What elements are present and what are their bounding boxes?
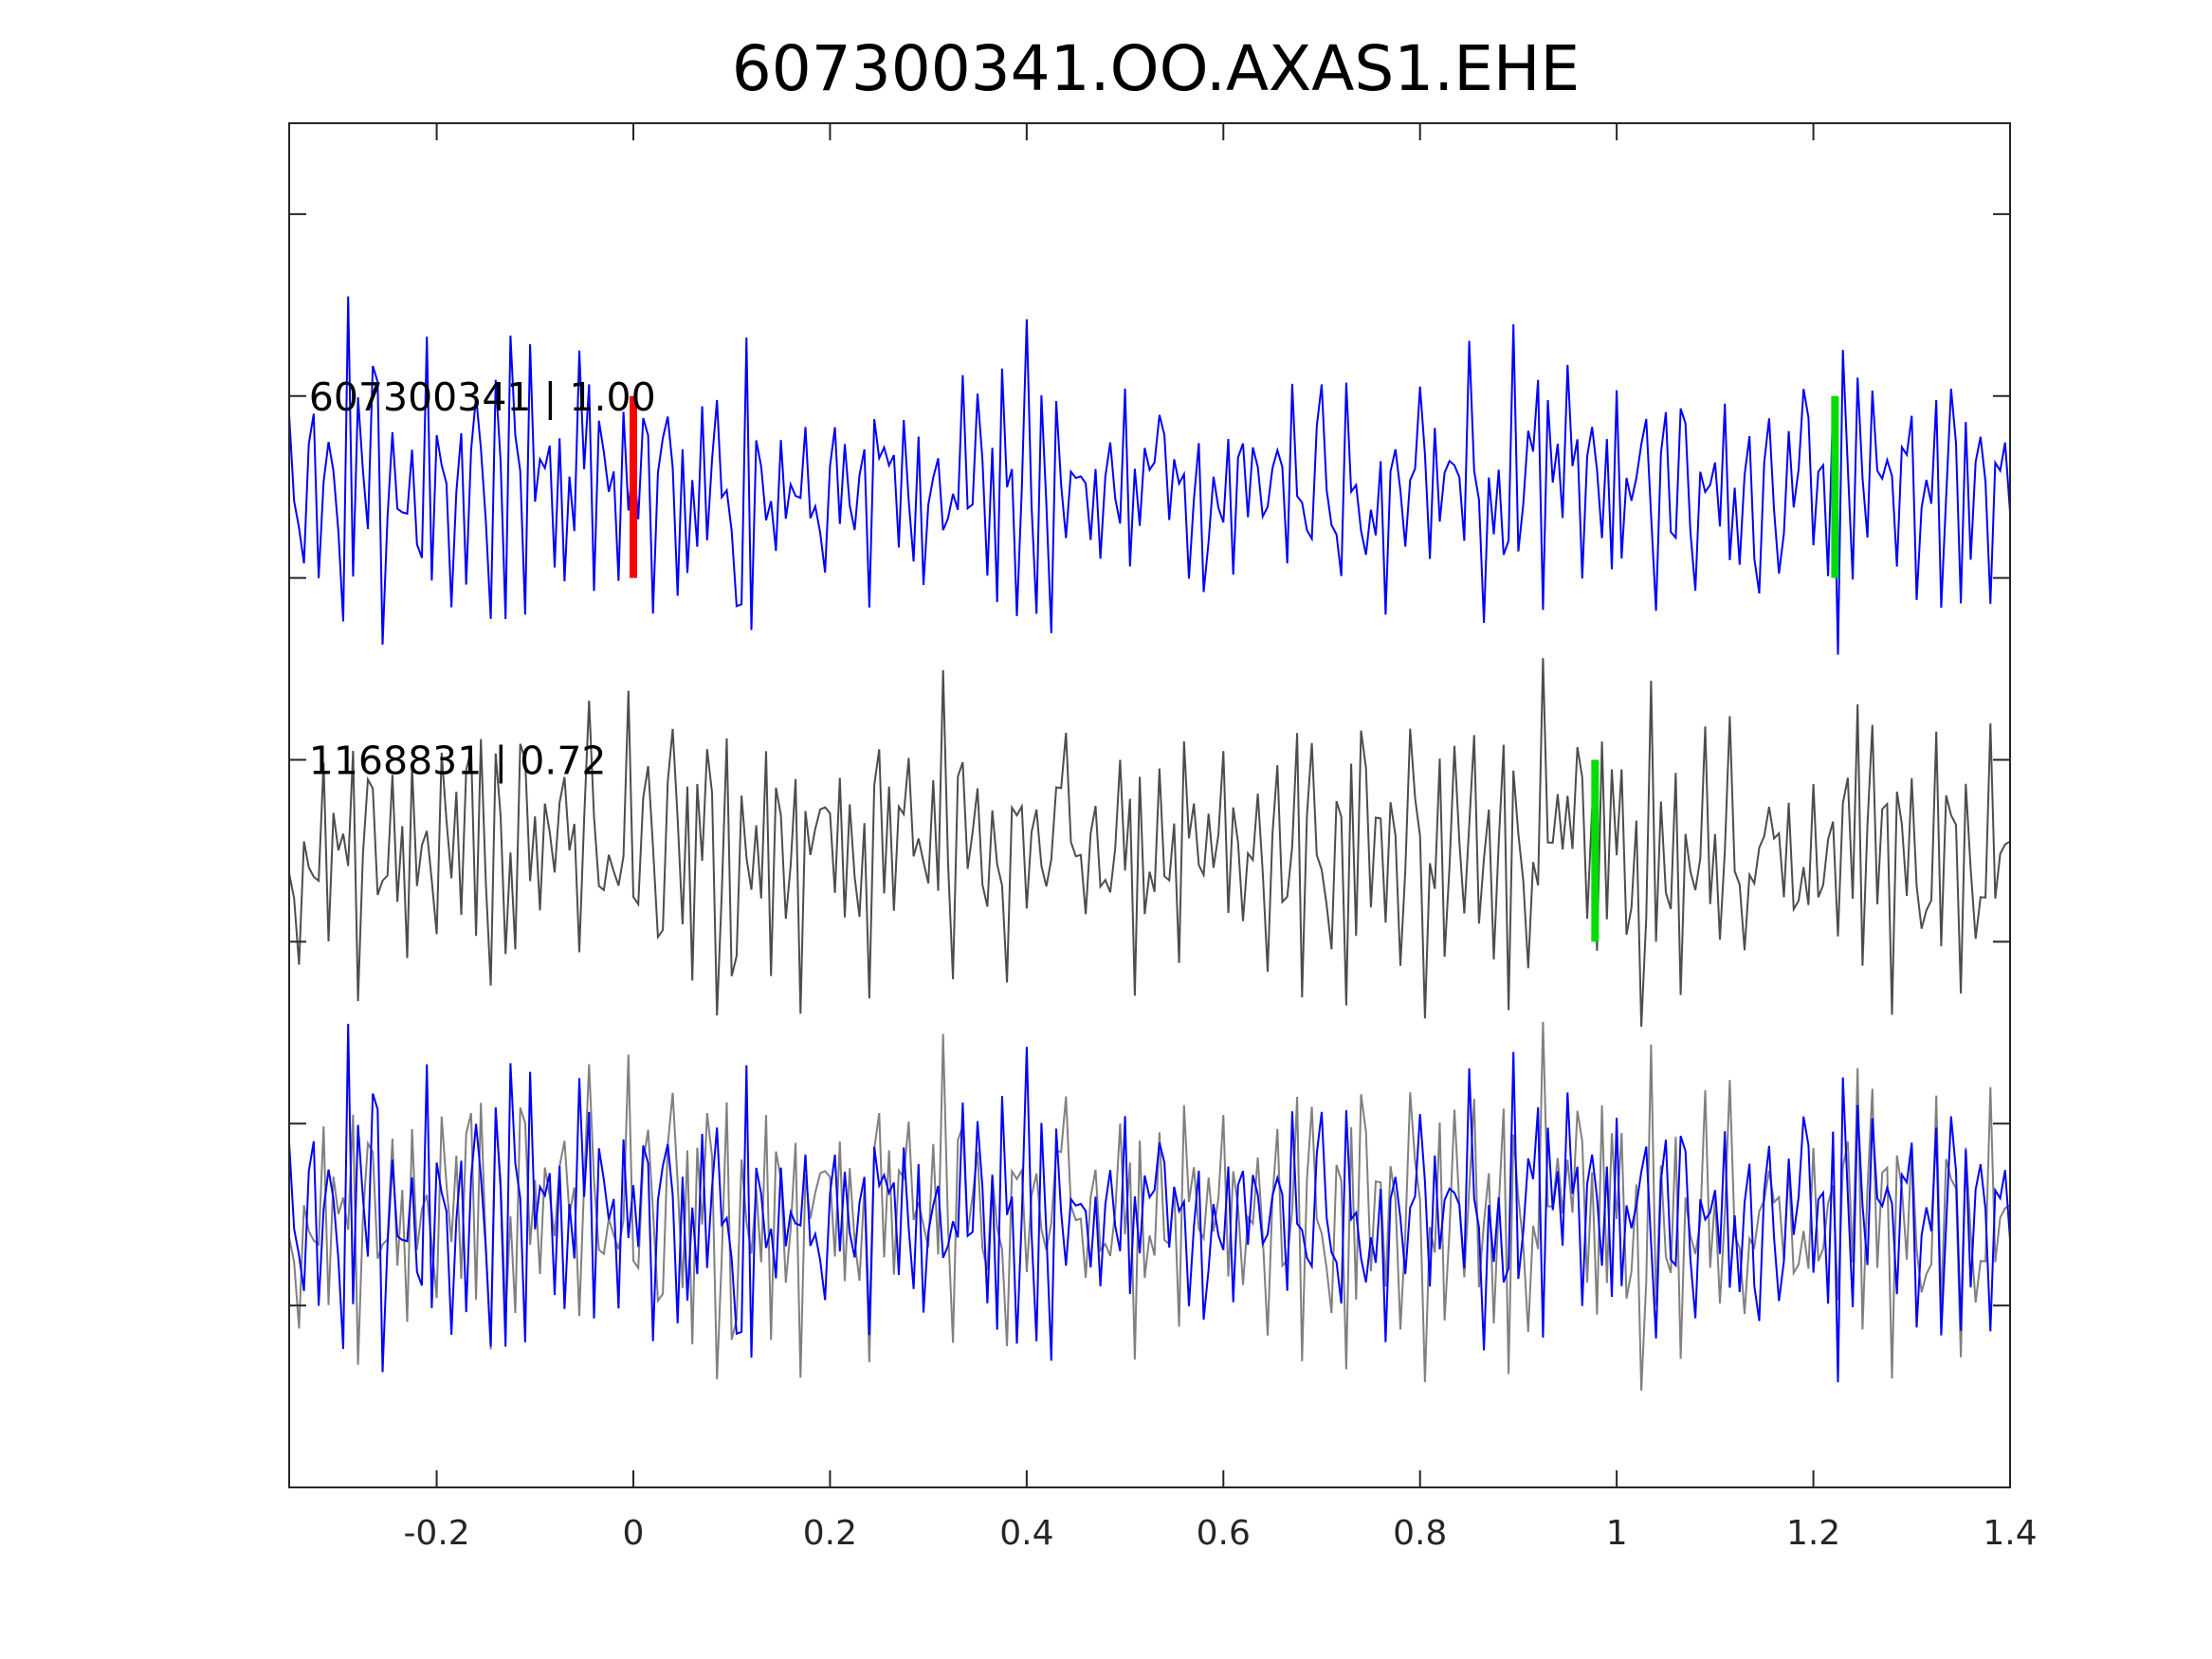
trace-line-2 bbox=[288, 658, 2011, 1028]
chart-title: 607300341.OO.AXAS1.EHE bbox=[732, 32, 1581, 105]
x-tick-label: 0.6 bbox=[1197, 1514, 1251, 1553]
axis-ticks: -0.2 0 0.2 0.4 0.6 0.8 1 1.2 1.4 bbox=[289, 123, 2038, 1553]
axes-frame bbox=[288, 122, 2011, 1488]
trace-line-1 bbox=[288, 296, 2011, 655]
trace-labels: 607300341 | 1.00 1168831 | 0.72 bbox=[309, 374, 656, 784]
x-tick-label: 1.4 bbox=[1983, 1514, 2037, 1553]
x-tick-label: 1.2 bbox=[1786, 1514, 1840, 1553]
x-tick-label: 0.2 bbox=[803, 1514, 857, 1553]
x-tick-label: -0.2 bbox=[403, 1514, 469, 1553]
x-tick-label: 0.4 bbox=[999, 1514, 1053, 1553]
plot-area bbox=[288, 296, 2011, 1391]
x-tick-label: 0 bbox=[623, 1514, 645, 1553]
trace-label-1: 607300341 | 1.00 bbox=[309, 374, 656, 420]
x-tick-label: 1 bbox=[1606, 1514, 1628, 1553]
overlay-series-blue bbox=[288, 1023, 2011, 1383]
trace-label-2: 1168831 | 0.72 bbox=[309, 738, 607, 784]
x-tick-label: 0.8 bbox=[1393, 1514, 1447, 1553]
